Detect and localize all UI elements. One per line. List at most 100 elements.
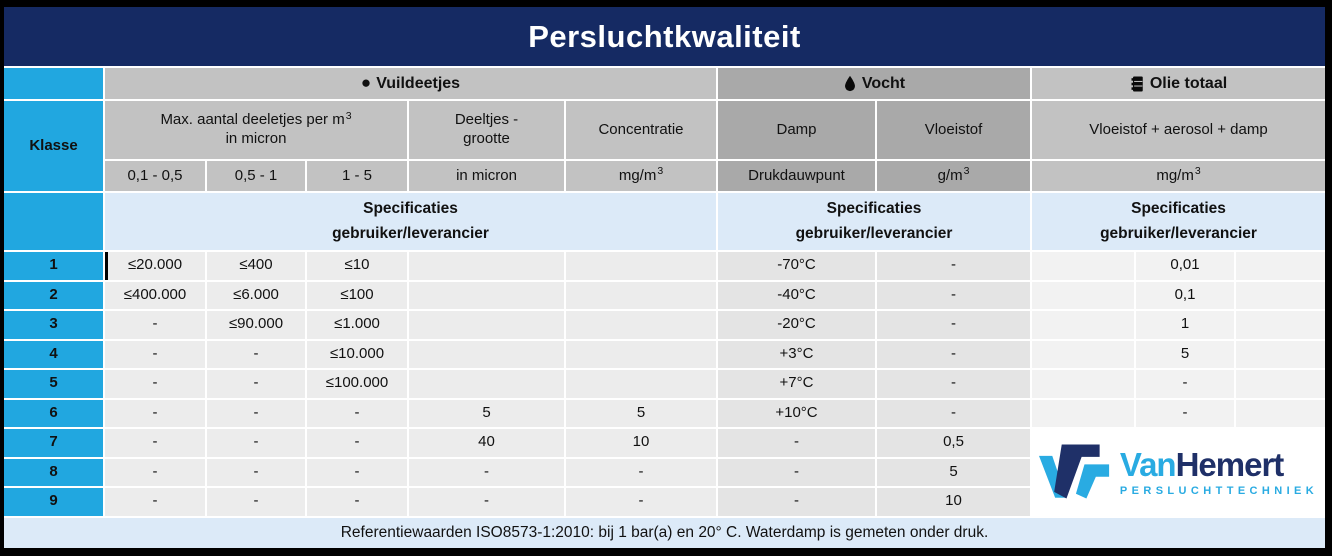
data-cell: -	[1136, 370, 1234, 398]
data-cell: 40	[409, 429, 564, 457]
data-cell	[1236, 281, 1325, 309]
data-cell: 0,01	[1136, 252, 1234, 280]
data-cell: -	[105, 399, 205, 427]
data-cell: -	[877, 311, 1030, 339]
subheader-g-m3: g/m 3	[877, 161, 1030, 191]
data-cell: ≤400	[207, 252, 305, 280]
data-cell: ≤20.000	[105, 252, 205, 280]
data-cell: 5	[409, 399, 564, 427]
data-cell	[1032, 340, 1134, 368]
max-aantal-line1: Max. aantal deeletjes per m	[160, 111, 345, 129]
data-cell: ≤400.000	[105, 281, 205, 309]
klasse-cell: 7	[4, 429, 103, 457]
data-cell	[1032, 311, 1134, 339]
data-cell	[1236, 252, 1325, 280]
data-cell	[566, 370, 716, 398]
data-cell: -	[307, 488, 407, 516]
data-cell	[1236, 370, 1325, 398]
section-header-vuildeetjes: ● Vuildeetjes	[105, 68, 716, 99]
data-cell: -	[105, 488, 205, 516]
data-cell: -	[105, 429, 205, 457]
data-cell: 5	[1136, 340, 1234, 368]
klasse-cell: 6	[4, 399, 103, 427]
data-cell	[409, 281, 564, 309]
data-cell	[409, 370, 564, 398]
section-header-olie: Olie totaal	[1032, 68, 1325, 99]
subheader-drukdauwpunt: Drukdauwpunt	[718, 161, 875, 191]
data-cell	[1032, 370, 1134, 398]
data-cell: 5	[877, 458, 1030, 486]
damp-header: Damp	[718, 101, 875, 159]
data-cell: ≤1.000	[307, 311, 407, 339]
data-cell	[409, 311, 564, 339]
data-cell	[566, 340, 716, 368]
section-label-vocht: Vocht	[861, 74, 906, 92]
data-cell	[1032, 281, 1134, 309]
max-aantal-header: Max. aantal deeletjes per m3 in micron	[105, 101, 407, 159]
data-cell: -	[877, 281, 1030, 309]
air-quality-grid: ● Vuildeetjes Vocht Olie totaal Klasse M	[4, 68, 1325, 548]
data-cell: -	[105, 340, 205, 368]
concentratie-header: Concentratie	[566, 101, 716, 159]
data-cell: -	[718, 458, 875, 486]
subheader-in-micron: in micron	[409, 161, 564, 191]
section-label-olie: Olie totaal	[1149, 74, 1228, 92]
vanhemert-logo-name: VanHemert	[1119, 445, 1284, 483]
vanhemert-logo-mark-icon	[1038, 444, 1111, 500]
data-cell	[566, 252, 716, 280]
data-cell: -	[105, 311, 205, 339]
data-cell: -	[207, 399, 305, 427]
vanhemert-logo-subtitle: PERSLUCHTTECHNIEK	[1119, 484, 1319, 497]
vloeistof-header: Vloeistof	[877, 101, 1030, 159]
data-cell	[1236, 311, 1325, 339]
data-cell: -40°C	[718, 281, 875, 309]
subheader-mg-m3: mg/m 3	[566, 161, 716, 191]
data-cell: -	[207, 429, 305, 457]
subheader-0-5-1: 0,5 - 1	[207, 161, 305, 191]
deeltjes-line1: Deeltjes -	[454, 111, 519, 129]
data-cell: -	[207, 370, 305, 398]
spec-block-vocht: Specificaties gebruiker/leverancier	[718, 193, 1030, 250]
data-cell: 10	[877, 488, 1030, 516]
subheader-olie-mg-m3: mg/m 3	[1032, 161, 1325, 191]
max-aantal-line2: in micron	[225, 130, 287, 147]
deeltjes-line2: grootte	[463, 130, 510, 147]
data-cell: -	[307, 399, 407, 427]
klasse-column-spacer	[4, 68, 103, 99]
data-cell: -	[877, 370, 1030, 398]
klasse-spec-spacer	[4, 193, 103, 250]
data-cell: 0,1	[1136, 281, 1234, 309]
klasse-cell: 2	[4, 281, 103, 309]
data-cell: -	[105, 458, 205, 486]
data-cell: -70°C	[718, 252, 875, 280]
data-cell: ≤6.000	[207, 281, 305, 309]
data-cell: +3°C	[718, 340, 875, 368]
data-cell	[1236, 340, 1325, 368]
vanhemert-logo: VanHemert PERSLUCHTTECHNIEK	[1032, 429, 1325, 516]
data-cell: -	[718, 488, 875, 516]
klasse-cell: 4	[4, 340, 103, 368]
data-cell	[1032, 399, 1134, 427]
klasse-cell: 9	[4, 488, 103, 516]
data-cell: -	[1136, 399, 1234, 427]
section-header-vocht: Vocht	[718, 68, 1030, 99]
data-cell: ≤90.000	[207, 311, 305, 339]
data-cell: -	[207, 340, 305, 368]
data-cell	[409, 340, 564, 368]
klasse-cell: 1	[4, 252, 103, 280]
spec-block-olie: Specificaties gebruiker/leverancier	[1032, 193, 1325, 250]
data-cell: -	[307, 458, 407, 486]
data-cell: 10	[566, 429, 716, 457]
data-cell: 5	[566, 399, 716, 427]
superscript: 3	[345, 110, 352, 123]
data-cell	[1236, 399, 1325, 427]
data-cell: ≤100.000	[307, 370, 407, 398]
data-cell	[566, 311, 716, 339]
klasse-header: Klasse	[4, 101, 103, 191]
data-cell: ≤10	[307, 252, 407, 280]
data-cell: -	[877, 252, 1030, 280]
oil-drum-icon	[1130, 75, 1145, 93]
data-cell: -	[207, 458, 305, 486]
